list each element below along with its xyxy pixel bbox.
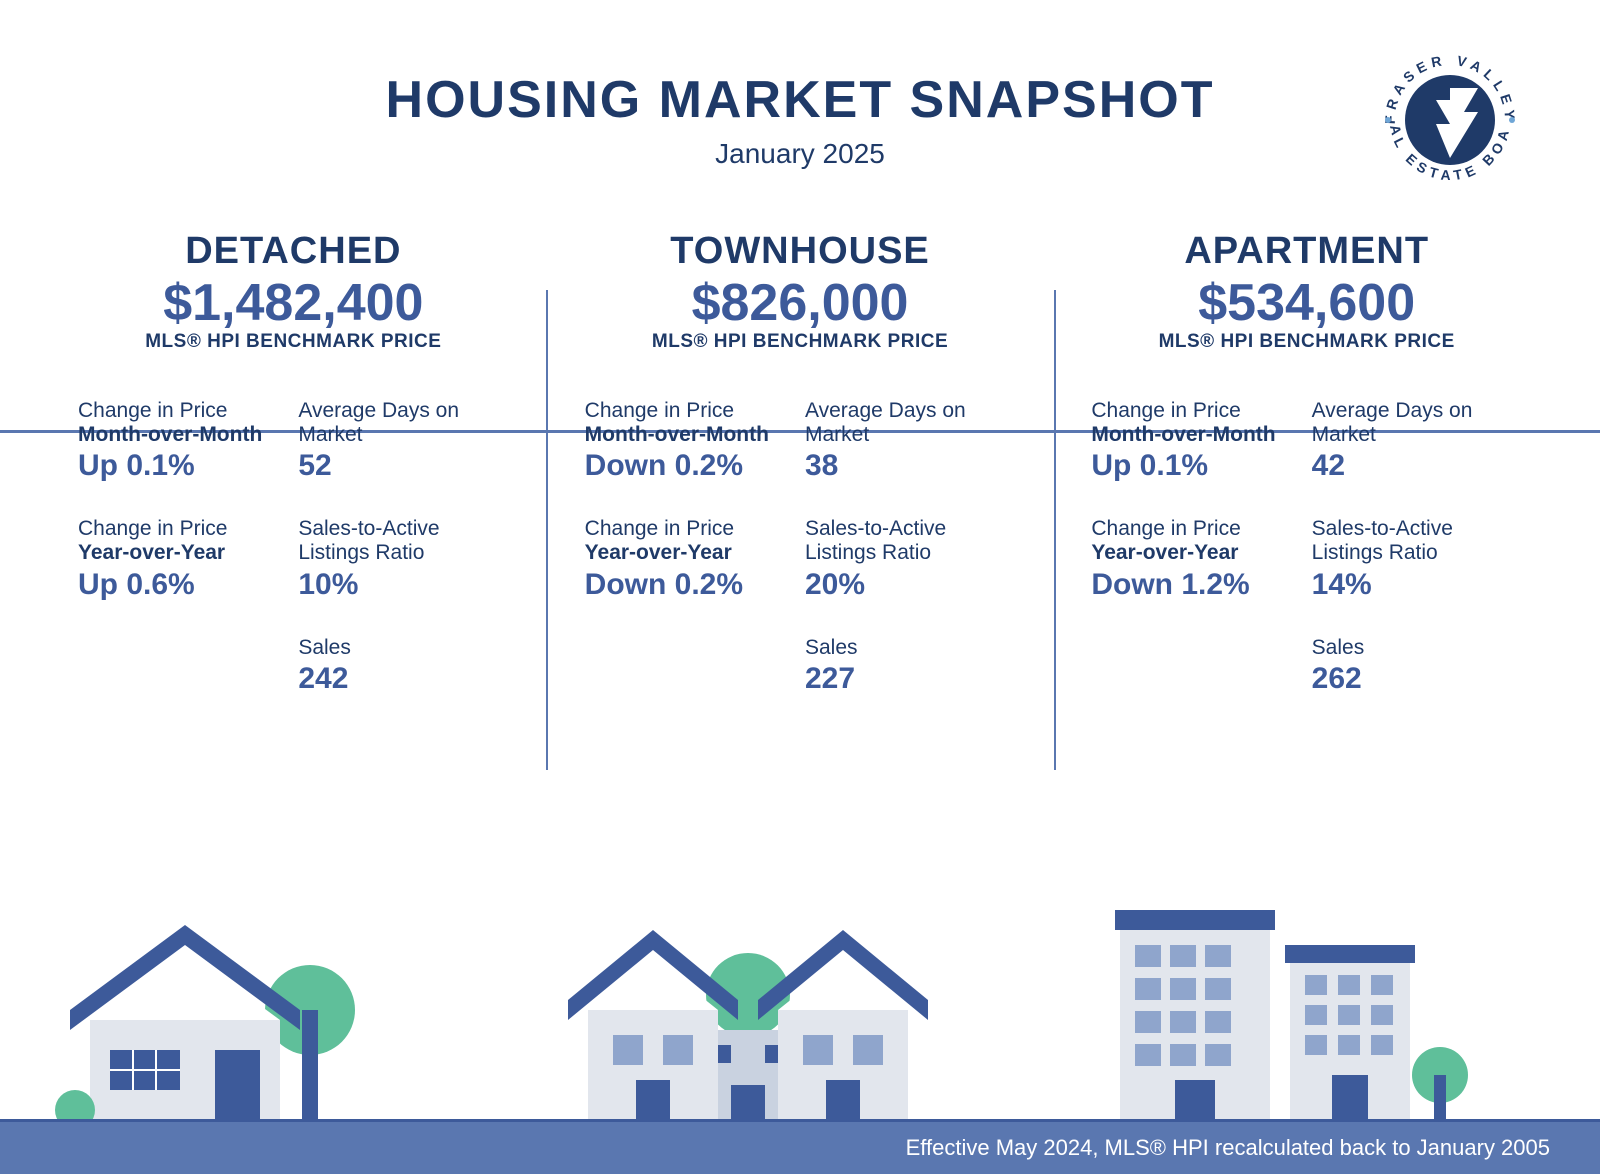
segment-name: TOWNHOUSE (567, 230, 1034, 273)
footer-bar: Effective May 2024, MLS® HPI recalculate… (0, 1122, 1600, 1174)
segments-row: DETACHED $1,482,400 MLS® HPI BENCHMARK P… (0, 230, 1600, 696)
benchmark-label: MLS® HPI BENCHMARK PRICE (567, 331, 1034, 353)
segment-apartment: APARTMENT $534,600 MLS® HPI BENCHMARK PR… (1053, 230, 1560, 696)
stat-ratio: Sales-to-Active Listings Ratio 20% (805, 517, 1015, 601)
org-logo: FRASER VALLEY REAL ESTATE BOARD (1370, 40, 1530, 200)
header: HOUSING MARKET SNAPSHOT January 2025 FRA… (0, 0, 1600, 170)
stat-ratio: Sales-to-Active Listings Ratio 10% (298, 517, 508, 601)
stat-yoy: Change in PriceYear-over-Year Down 0.2% (585, 517, 795, 601)
segment-name: DETACHED (60, 230, 527, 273)
stat-avg-days: Average Days on Market 42 (1312, 399, 1522, 483)
stat-mom: Change in PriceMonth-over-Month Up 0.1% (78, 399, 288, 483)
stat-sales: Sales 262 (1312, 636, 1522, 696)
stat-sales: Sales 242 (298, 636, 508, 696)
benchmark-label: MLS® HPI BENCHMARK PRICE (1073, 331, 1540, 353)
stat-yoy: Change in PriceYear-over-Year Up 0.6% (78, 517, 288, 601)
page-title: HOUSING MARKET SNAPSHOT (0, 70, 1600, 130)
segment-price: $534,600 (1073, 277, 1540, 329)
segment-detached: DETACHED $1,482,400 MLS® HPI BENCHMARK P… (40, 230, 547, 696)
stat-sales: Sales 227 (805, 636, 1015, 696)
segment-townhouse: TOWNHOUSE $826,000 MLS® HPI BENCHMARK PR… (547, 230, 1054, 696)
segment-price: $826,000 (567, 277, 1034, 329)
stat-yoy: Change in PriceYear-over-Year Down 1.2% (1091, 517, 1301, 601)
footer-text: Effective May 2024, MLS® HPI recalculate… (906, 1135, 1550, 1161)
segment-name: APARTMENT (1073, 230, 1540, 273)
stat-avg-days: Average Days on Market 52 (298, 399, 508, 483)
page-subtitle: January 2025 (0, 138, 1600, 170)
stat-ratio: Sales-to-Active Listings Ratio 14% (1312, 517, 1522, 601)
segment-price: $1,482,400 (60, 277, 527, 329)
stat-mom: Change in PriceMonth-over-Month Up 0.1% (1091, 399, 1301, 483)
apartment-icon (1080, 900, 1500, 1120)
house-icon (40, 900, 380, 1120)
benchmark-label: MLS® HPI BENCHMARK PRICE (60, 331, 527, 353)
stat-mom: Change in PriceMonth-over-Month Down 0.2… (585, 399, 795, 483)
townhouse-icon (548, 900, 948, 1120)
stat-avg-days: Average Days on Market 38 (805, 399, 1015, 483)
